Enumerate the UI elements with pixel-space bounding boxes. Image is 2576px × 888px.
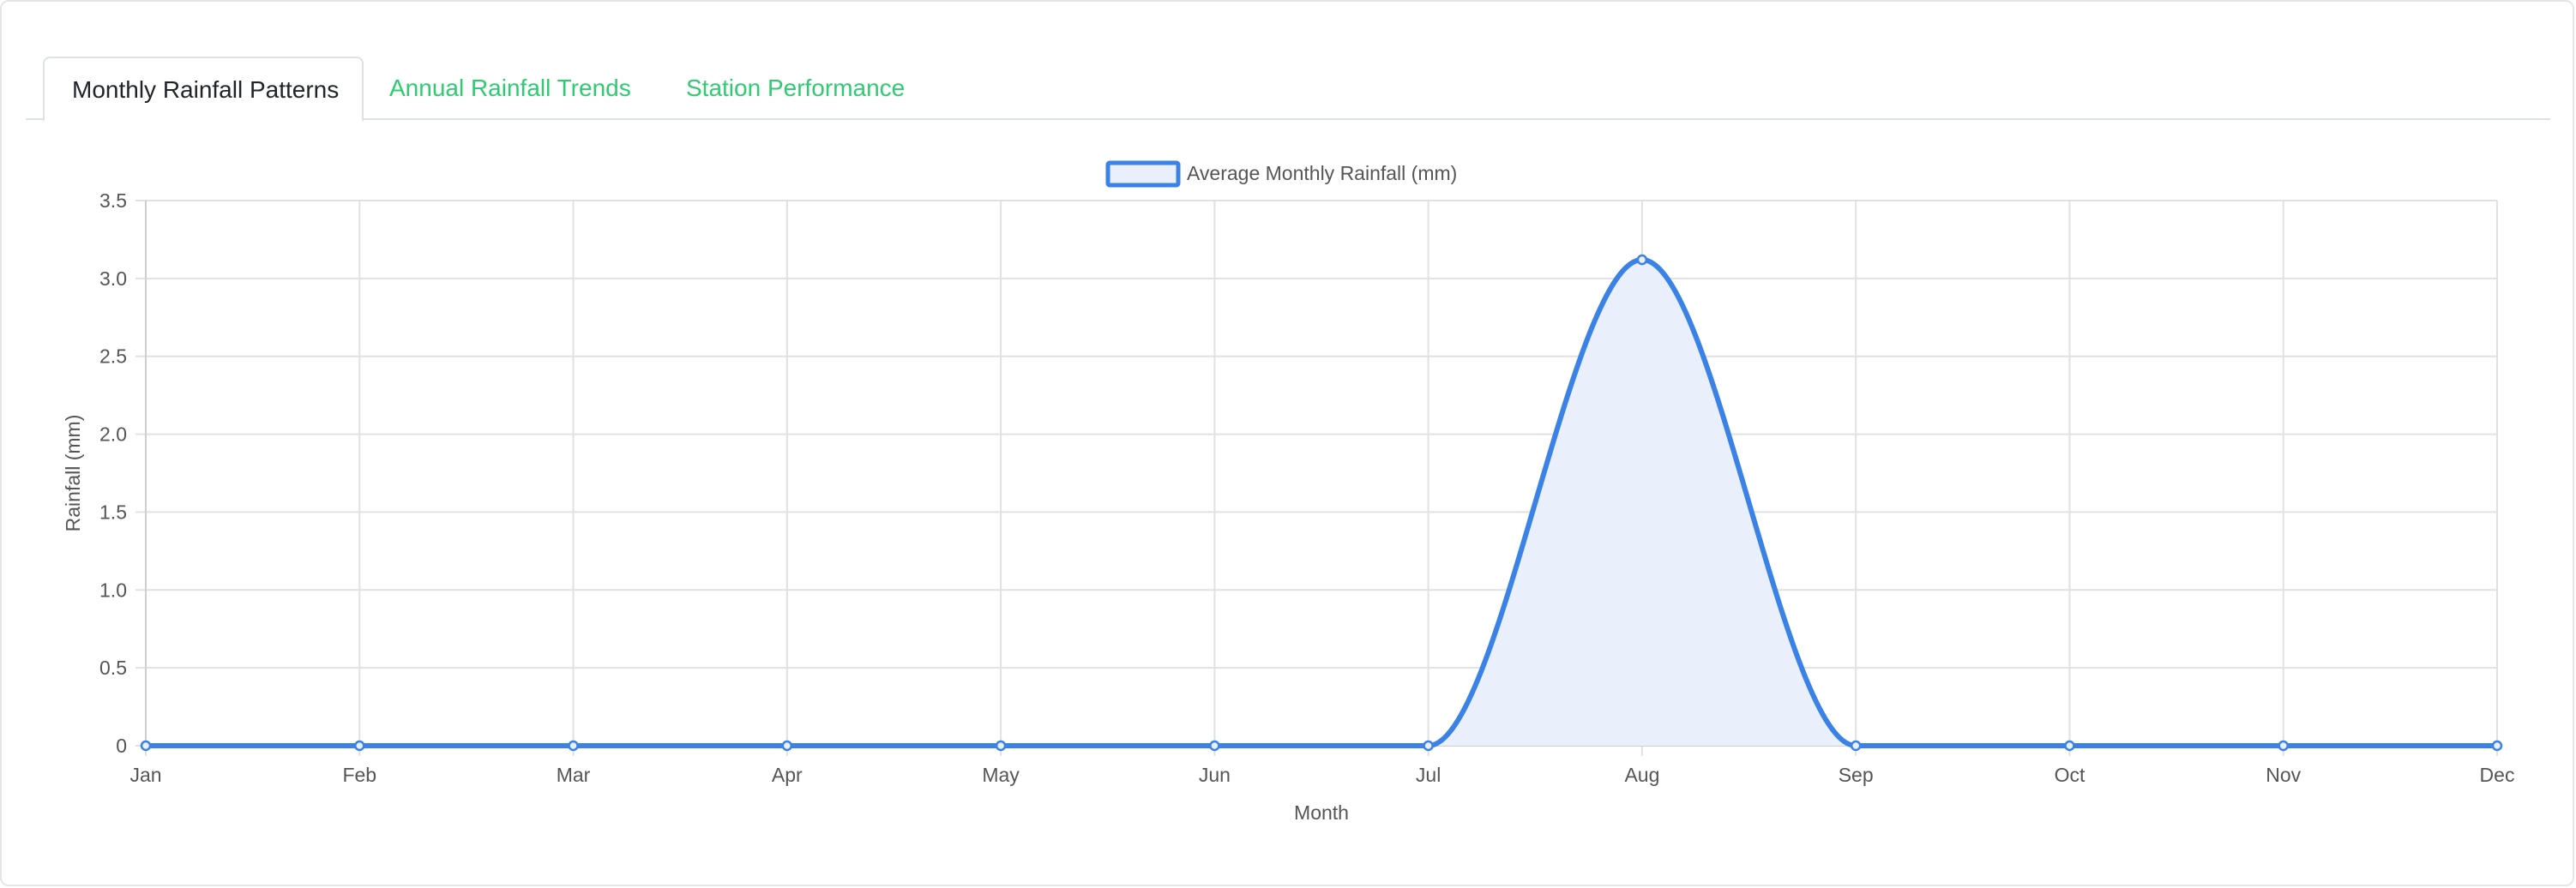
y-tick-label: 0 <box>116 735 127 757</box>
legend-label[interactable]: Average Monthly Rainfall (mm) <box>1187 162 1457 184</box>
x-tick-label: Dec <box>2480 764 2515 786</box>
x-tick-label: Apr <box>772 764 803 786</box>
data-point[interactable] <box>1850 740 1862 752</box>
x-tick-label: Aug <box>1624 764 1659 786</box>
series-line <box>146 257 2497 748</box>
data-point[interactable] <box>2064 740 2075 752</box>
legend-swatch[interactable] <box>1105 160 1181 188</box>
data-point[interactable] <box>354 740 365 752</box>
data-point[interactable] <box>2491 740 2503 752</box>
x-tick-label: Nov <box>2266 764 2301 786</box>
y-tick-label: 1.0 <box>99 579 127 601</box>
data-point[interactable] <box>1209 740 1220 752</box>
y-axis-ticks: 0 0.5 1.0 1.5 2.0 2.5 3.0 3.5 <box>99 189 127 757</box>
chart-grid <box>135 200 2498 756</box>
data-point[interactable] <box>781 740 793 752</box>
y-tick-label: 2.0 <box>99 423 127 446</box>
y-tick-label: 3.5 <box>99 189 127 212</box>
y-axis-title: Rainfall (mm) <box>62 415 84 532</box>
tab-bar: Monthly Rainfall Patterns Annual Rainfal… <box>26 57 2550 122</box>
data-point[interactable] <box>568 740 579 752</box>
tab-annual-rainfall-trends[interactable]: Annual Rainfall Trends <box>389 75 631 101</box>
x-tick-label: Mar <box>557 764 591 786</box>
x-tick-label: Oct <box>2055 764 2085 786</box>
data-point[interactable] <box>1423 740 1434 752</box>
y-tick-label: 0.5 <box>99 657 127 679</box>
x-tick-label: Jun <box>1199 764 1231 786</box>
data-point[interactable] <box>995 740 1007 752</box>
y-tick-label: 1.5 <box>99 501 127 523</box>
tab-monthly-rainfall-patterns[interactable]: Monthly Rainfall Patterns <box>43 57 364 122</box>
y-tick-label: 2.5 <box>99 345 127 368</box>
data-point[interactable] <box>140 740 152 752</box>
series-area <box>146 260 2497 747</box>
data-point[interactable] <box>2278 740 2289 752</box>
tab-station-performance[interactable]: Station Performance <box>686 75 906 101</box>
x-tick-label: May <box>982 764 1020 786</box>
data-point[interactable] <box>1636 254 1648 266</box>
chart-legend[interactable]: Average Monthly Rainfall (mm) <box>1105 160 1457 188</box>
x-tick-label: Feb <box>342 764 376 786</box>
x-axis-title: Month <box>1294 801 1349 824</box>
x-tick-label: Jan <box>129 764 161 786</box>
y-tick-label: 3.0 <box>99 267 127 290</box>
series-fill-area <box>146 260 2497 747</box>
x-axis-ticks: Jan Feb Mar Apr May Jun Jul Aug Sep Oct Nov Dec <box>129 764 2514 786</box>
x-tick-label: Sep <box>1839 764 1874 786</box>
series-points <box>140 254 2503 752</box>
x-tick-label: Jul <box>1416 764 1441 786</box>
series-line-path <box>146 257 2497 748</box>
